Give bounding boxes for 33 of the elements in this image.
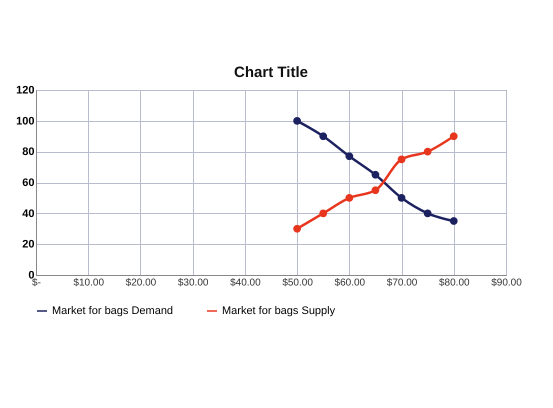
x-tick-label: $- [32, 278, 41, 288]
point [293, 116, 301, 125]
y-tick-label: 60 [22, 177, 34, 189]
y-tick-label: 40 [22, 208, 34, 220]
x-tick-label: $70.00 [386, 278, 418, 288]
point [345, 152, 354, 160]
x-tick-label: $60.00 [334, 278, 366, 288]
x-tick-label: $10.00 [73, 278, 104, 288]
x-tick-label: $90.00 [491, 278, 522, 288]
point [398, 156, 406, 164]
point [424, 148, 432, 156]
point [450, 132, 458, 140]
y-tick-label: 120 [16, 84, 34, 96]
legend-label: Market for bags Supply [222, 305, 336, 317]
y-tick-label: 80 [22, 146, 34, 158]
x-tick-label: $30.00 [178, 278, 209, 288]
point [372, 186, 380, 194]
point [372, 170, 380, 179]
chart-title: Chart Title [234, 64, 308, 81]
y-tick-label: 100 [16, 115, 34, 128]
point [293, 224, 301, 233]
point [450, 217, 458, 225]
point [319, 132, 328, 140]
x-tick-label: $80.00 [438, 278, 470, 288]
x-tick-label: $50.00 [282, 278, 314, 288]
point [424, 209, 432, 218]
legend-label: Market for bags Demand [52, 305, 174, 317]
point [345, 194, 354, 202]
x-tick-label: $40.00 [230, 278, 262, 288]
point [398, 194, 406, 202]
x-tick-label: $20.00 [126, 278, 157, 288]
y-tick-label: 20 [22, 238, 34, 251]
point [319, 209, 328, 218]
